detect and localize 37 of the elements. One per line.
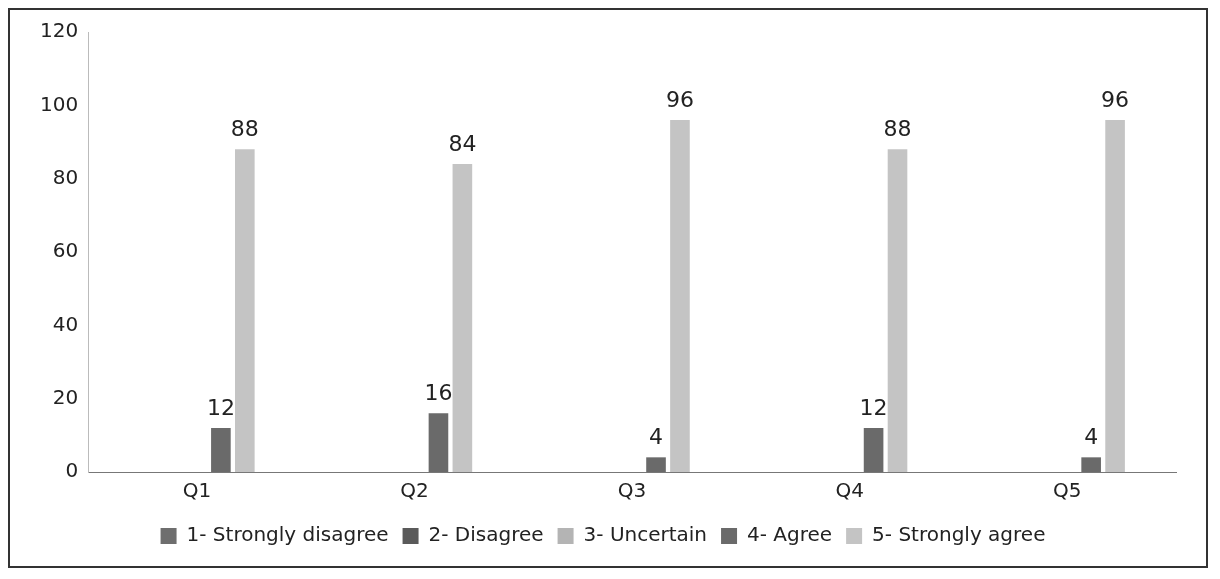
data-label: 96 xyxy=(665,86,694,112)
x-tick-label: Q1 xyxy=(182,478,212,503)
bar xyxy=(428,413,449,472)
data-label: 84 xyxy=(448,130,477,156)
bar xyxy=(235,149,255,472)
y-tick-label: 0 xyxy=(65,458,79,483)
y-tick-label: 80 xyxy=(52,164,79,189)
x-tick-label: Q4 xyxy=(835,478,864,503)
y-tick-label: 60 xyxy=(52,238,79,263)
data-label: 4 xyxy=(649,424,664,450)
bar xyxy=(670,120,690,472)
x-tick-label: Q5 xyxy=(1052,478,1082,503)
y-tick-label: 100 xyxy=(39,91,79,116)
data-label: 88 xyxy=(883,116,912,142)
legend-label: 1- Strongly disagree xyxy=(186,522,389,547)
y-tick-label: 20 xyxy=(52,384,79,409)
data-label: 4 xyxy=(1084,424,1099,450)
bar xyxy=(646,457,666,472)
legend-label: 4- Agree xyxy=(747,522,833,547)
x-tick-label: Q3 xyxy=(617,478,647,503)
bar xyxy=(887,149,908,472)
data-label: 12 xyxy=(859,394,888,420)
bar xyxy=(1105,120,1125,472)
legend-label: 5- Strongly agree xyxy=(872,522,1046,547)
bar xyxy=(211,428,231,472)
x-tick-label: Q2 xyxy=(400,478,429,503)
data-label: 16 xyxy=(424,380,453,406)
legend-label: 2- Disagree xyxy=(428,522,544,547)
data-label: 88 xyxy=(230,116,259,142)
data-label: 96 xyxy=(1101,86,1130,112)
bar xyxy=(863,428,884,472)
data-label: 12 xyxy=(206,394,235,420)
legend-label: 3- Uncertain xyxy=(583,522,708,547)
y-tick-label: 120 xyxy=(39,18,79,43)
y-tick-label: 40 xyxy=(52,311,79,336)
bar xyxy=(1081,457,1101,472)
bar xyxy=(452,164,473,472)
